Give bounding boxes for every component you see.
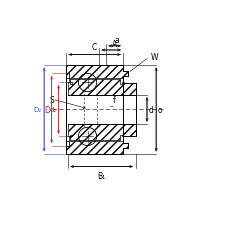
Polygon shape [65,74,68,79]
Polygon shape [67,80,124,95]
Polygon shape [65,137,68,141]
Polygon shape [123,84,135,95]
Text: S: S [50,95,54,104]
Polygon shape [65,65,127,79]
Polygon shape [65,141,127,154]
Polygon shape [123,125,135,136]
Text: a: a [114,36,119,45]
Text: D₂: D₂ [34,107,42,113]
Text: o: o [157,106,162,114]
Text: B₁: B₁ [97,171,105,180]
Text: f: f [112,95,115,104]
Text: A: A [112,40,117,49]
Text: D: D [44,106,50,114]
Polygon shape [65,79,68,83]
Text: d: d [148,106,153,114]
Polygon shape [67,125,124,140]
Text: W: W [150,53,157,62]
Text: C: C [92,43,97,52]
Polygon shape [65,141,68,146]
Text: d₂: d₂ [49,107,57,113]
